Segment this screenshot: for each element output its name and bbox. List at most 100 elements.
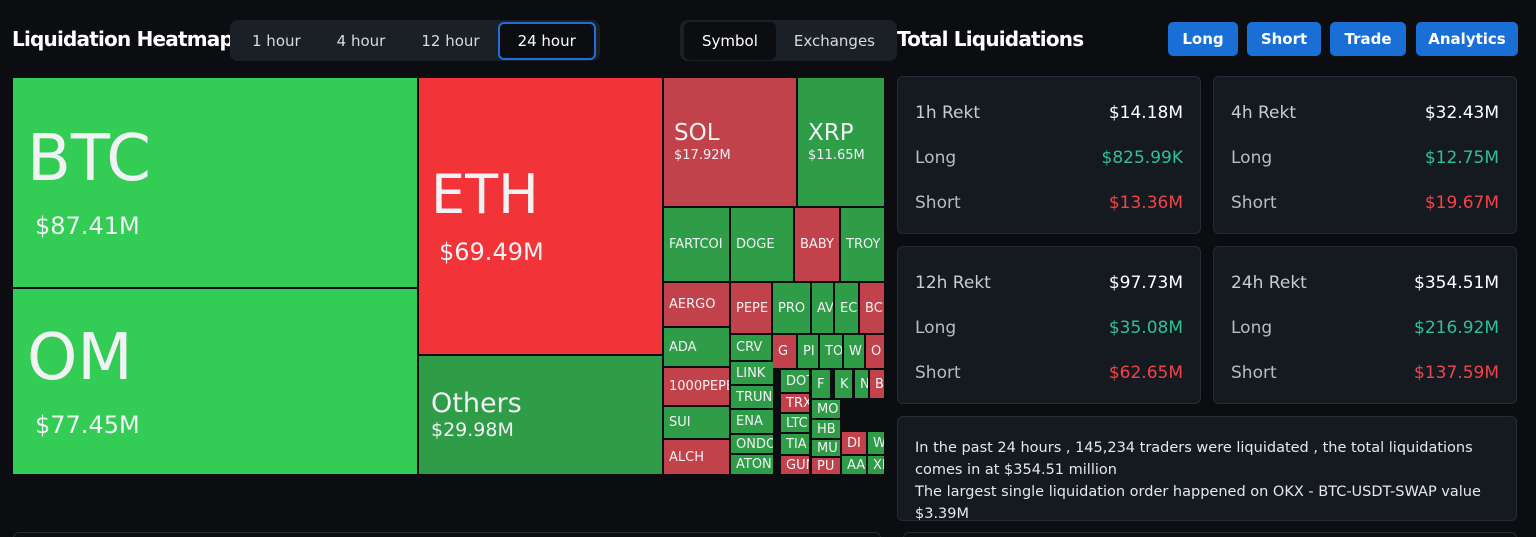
heatmap-tile[interactable]: LTC [781,414,809,432]
row-label: Short [1231,362,1277,383]
heatmap-tile[interactable]: PRO [773,283,810,333]
card-header: 4h Rekt $32.43M [1231,90,1499,135]
view-tab[interactable]: Exchanges [793,31,875,50]
heatmap-tile[interactable]: CRV [731,335,771,360]
tile-symbol: ALCH [669,449,704,465]
heatmap-tile[interactable]: TRUN [731,386,773,408]
tile-symbol: PI [803,344,815,359]
heatmap-tile[interactable]: BABY [795,208,839,281]
heatmap-tile[interactable]: DOGE [731,208,793,281]
heatmap-tile[interactable]: PEPE [731,283,771,333]
heatmap-tile[interactable]: ETH $69.49M [419,78,662,354]
heatmap-tile[interactable]: MO [812,400,840,418]
heatmap-tile[interactable]: PU [812,458,840,474]
heatmap-tile[interactable]: N [855,370,868,398]
tile-symbol: F [817,376,825,392]
tile-symbol: W [849,344,862,359]
heatmap-tile[interactable]: ONDO [731,435,773,453]
heatmap-tile[interactable]: EC [835,283,858,333]
view-tabs: Symbol Exchanges [680,20,897,61]
heatmap-tile[interactable]: LINK [731,362,773,384]
action-button[interactable]: Long [1168,22,1238,56]
heatmap-tile[interactable]: ENA [731,410,773,433]
heatmap-tile[interactable]: AERGO [664,283,729,326]
time-tab[interactable]: 4 hour [336,31,386,50]
heatmap-tile[interactable]: SUI [664,407,729,438]
row-value: $62.65M [1108,362,1183,383]
card-title: 4h Rekt [1231,102,1297,123]
card-row: Short $19.67M [1231,180,1499,225]
tile-symbol: AV [817,300,833,316]
action-button[interactable]: Short [1247,22,1321,56]
heatmap-tile[interactable]: K [835,370,852,398]
heatmap-tile[interactable]: ALCH [664,440,729,474]
card-row: Long $216.92M [1231,305,1499,350]
heatmap-tile[interactable]: BC [860,283,884,333]
heatmap-tile[interactable]: TRX [781,394,809,412]
tile-symbol: W [873,435,884,451]
tile-symbol: G [778,344,789,359]
card-row: Short $137.59M [1231,350,1499,395]
heatmap-tile[interactable]: ATON [731,455,773,474]
tile-symbol: BC [865,300,883,316]
row-value: $12.75M [1424,147,1499,168]
heatmap-tile[interactable]: 1000PEPE [664,368,729,405]
heatmap-tile[interactable]: O [866,335,884,368]
rekt-card: 1h Rekt $14.18M Long $825.99K Short $13.36M [897,76,1201,234]
card-row: Long $35.08M [915,305,1183,350]
heatmap-tile[interactable]: SOL $17.92M [664,78,796,206]
view-tab[interactable]: Symbol [684,21,776,60]
heatmap-tile[interactable]: B [870,370,884,398]
heatmap-tile[interactable]: W [844,335,864,368]
heatmap-tile[interactable]: XI [868,456,884,474]
heatmap-tile[interactable]: MU [812,440,840,456]
card-total: $354.51M [1414,272,1499,293]
heatmap-tile[interactable]: ADA [664,328,729,366]
tile-symbol: OM [27,321,133,396]
heatmap-tile[interactable]: XRP $11.65M [798,78,884,206]
heatmap-tile[interactable]: AV [812,283,833,333]
card-header: 12h Rekt $97.73M [915,260,1183,305]
heatmap-tile[interactable]: W [868,432,884,454]
tile-symbol: DOGE [736,237,775,252]
tile-symbol: CRV [736,340,763,355]
summary-line: The largest single liquidation order hap… [915,484,1481,522]
card-row: Short $13.36M [915,180,1183,225]
tile-value: $29.98M [431,419,514,441]
heatmap-tile[interactable]: G [773,335,796,368]
tile-symbol: SUI [669,415,691,430]
heatmap-tile[interactable]: TIA [781,434,809,454]
time-tab[interactable]: 1 hour [252,31,301,50]
tile-symbol: AA [847,457,866,473]
tile-symbol: FARTCOI [669,237,723,252]
row-label: Long [915,317,957,338]
row-label: Long [915,147,957,168]
heatmap-tile[interactable]: TROY [841,208,884,281]
heatmap-tile[interactable]: DI [842,432,866,454]
heatmap-tile[interactable]: TO [820,335,842,368]
heatmap-tile[interactable]: FARTCOI [664,208,729,281]
tile-symbol: ONDO [736,436,773,452]
time-tab[interactable]: 24 hour [497,21,596,60]
tile-symbol: BTC [27,122,151,197]
heatmap-tile[interactable]: GUN [781,456,809,474]
heatmap-tile[interactable]: F [812,370,830,398]
tile-value: $11.65M [808,148,865,163]
panel-edge [13,532,881,537]
action-button[interactable]: Analytics [1416,22,1518,56]
tile-symbol: XRP [808,120,854,146]
heatmap-tile[interactable]: PI [798,335,818,368]
heatmap-tile[interactable]: BTC $87.41M [13,78,417,287]
tile-symbol: O [871,344,882,359]
heatmap-tile[interactable]: AA [842,456,866,474]
tile-value: $17.92M [674,148,731,163]
heatmap-tile[interactable]: OM $77.45M [13,289,417,474]
heatmap-tile[interactable]: HB [812,420,840,438]
heatmap-tile[interactable]: DOT [781,370,809,392]
action-button[interactable]: Trade [1330,22,1406,56]
card-total: $32.43M [1424,102,1499,123]
tile-symbol: TIA [786,436,807,452]
card-title: 12h Rekt [915,272,991,293]
time-tab[interactable]: 12 hour [421,31,480,50]
heatmap-tile[interactable]: Others $29.98M [419,356,662,474]
